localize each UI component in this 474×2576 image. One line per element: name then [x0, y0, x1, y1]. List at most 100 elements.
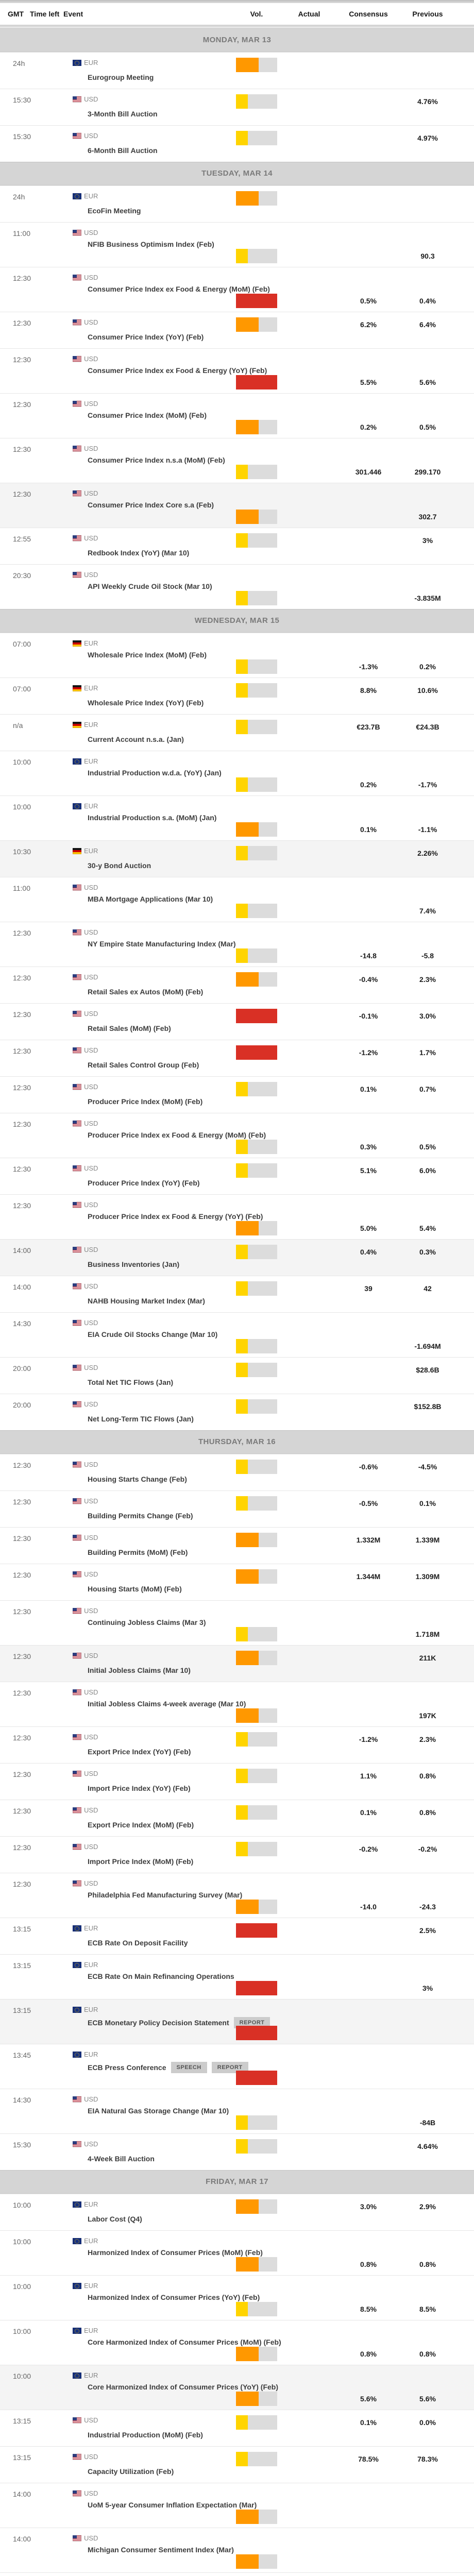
event-name[interactable]: Import Price Index (MoM) (Feb) [88, 1857, 194, 1866]
event-name[interactable]: NFIB Business Optimism Index (Feb) [88, 240, 214, 248]
event-name[interactable]: Industrial Production (MoM) (Feb) [88, 2431, 203, 2439]
event-name[interactable]: Producer Price Index (YoY) (Feb) [88, 1179, 200, 1187]
event-row[interactable]: 12:30 USD Building Permits Change (Feb) … [0, 1490, 474, 1527]
event-row[interactable]: 20:00 USD Net Long-Term TIC Flows (Jan) … [0, 1394, 474, 1430]
event-name[interactable]: UoM 5-year Consumer Inflation Expectatio… [88, 2501, 257, 2509]
event-name[interactable]: Current Account n.s.a. (Jan) [88, 735, 184, 743]
event-name[interactable]: Initial Jobless Claims 4-week average (M… [88, 1700, 246, 1708]
event-name[interactable]: Philadelphia Fed Manufacturing Survey (M… [88, 1891, 243, 1899]
event-name[interactable]: Wholesale Price Index (MoM) (Feb) [88, 651, 207, 659]
event-name[interactable]: Capacity Utilization (Feb) [88, 2467, 174, 2476]
event-name[interactable]: Harmonized Index of Consumer Prices (YoY… [88, 2293, 260, 2301]
event-row[interactable]: 24h EUR EcoFin Meeting [0, 185, 474, 222]
event-row[interactable]: 24h EUR Eurogroup Meeting [0, 52, 474, 89]
event-name[interactable]: MBA Mortgage Applications (Mar 10) [88, 895, 213, 903]
event-name[interactable]: Net Long-Term TIC Flows (Jan) [88, 1415, 194, 1423]
event-name[interactable]: Retail Sales (MoM) (Feb) [88, 1024, 171, 1032]
event-name[interactable]: Industrial Production w.d.a. (YoY) (Jan) [88, 769, 222, 777]
event-row[interactable]: 14:30 USD EIA Crude Oil Stocks Change (M… [0, 1312, 474, 1357]
event-name[interactable]: Business Inventories (Jan) [88, 1260, 180, 1268]
event-name[interactable]: Producer Price Index ex Food & Energy (Y… [88, 1212, 263, 1221]
event-row[interactable]: 12:30 USD Producer Price Index ex Food &… [0, 1194, 474, 1239]
event-name[interactable]: EcoFin Meeting [88, 207, 141, 215]
report-badge[interactable]: REPORT [211, 2062, 248, 2073]
event-row[interactable]: 10:00 EUR Labor Cost (Q4) 3.0% 2.9% [0, 2194, 474, 2230]
event-row[interactable]: 12:30 USD Initial Jobless Claims 4-week … [0, 1682, 474, 1726]
event-name[interactable]: Total Net TIC Flows (Jan) [88, 1378, 174, 1386]
event-row[interactable]: 10:30 EUR 30-y Bond Auction 2.26% [0, 840, 474, 877]
event-name[interactable]: Housing Starts Change (Feb) [88, 1475, 187, 1483]
event-row[interactable]: 12:30 USD Producer Price Index (YoY) (Fe… [0, 1158, 474, 1194]
event-row[interactable]: 12:30 USD Consumer Price Index Core s.a … [0, 483, 474, 528]
speech-badge[interactable]: SPEECH [171, 2062, 207, 2073]
event-row[interactable]: 12:30 USD Consumer Price Index (MoM) (Fe… [0, 393, 474, 438]
event-row[interactable]: 10:00 EUR Core Harmonized Index of Consu… [0, 2365, 474, 2410]
event-name[interactable]: Retail Sales ex Autos (MoM) (Feb) [88, 988, 204, 996]
report-badge[interactable]: REPORT [233, 2017, 270, 2028]
event-row[interactable]: 12:30 USD Building Permits (MoM) (Feb) 1… [0, 1527, 474, 1564]
event-row[interactable]: 14:00 USD Michigan Consumer Sentiment In… [0, 2528, 474, 2572]
event-row[interactable]: 12:30 USD Retail Sales (MoM) (Feb) -0.1%… [0, 1003, 474, 1040]
event-name[interactable]: Import Price Index (YoY) (Feb) [88, 1784, 191, 1792]
event-name[interactable]: Michigan Consumer Sentiment Index (Mar) [88, 2546, 234, 2554]
event-row[interactable]: 12:30 USD Housing Starts Change (Feb) -0… [0, 1454, 474, 1490]
event-row[interactable]: 12:30 USD Import Price Index (MoM) (Feb)… [0, 1836, 474, 1873]
event-name[interactable]: ECB Rate On Main Refinancing Operations [88, 1972, 234, 1980]
event-name[interactable]: API Weekly Crude Oil Stock (Mar 10) [88, 582, 212, 590]
event-name[interactable]: Labor Cost (Q4) [88, 2215, 142, 2223]
event-name[interactable]: Consumer Price Index n.s.a (MoM) (Feb) [88, 456, 225, 464]
event-row[interactable]: 11:00 USD MBA Mortgage Applications (Mar… [0, 877, 474, 922]
event-row[interactable]: 12:30 USD Export Price Index (MoM) (Feb)… [0, 1800, 474, 1836]
event-row[interactable]: 12:30 USD Consumer Price Index ex Food &… [0, 348, 474, 393]
event-name[interactable]: Continuing Jobless Claims (Mar 3) [88, 1618, 206, 1626]
event-row[interactable]: 12:55 USD Redbook Index (YoY) (Mar 10) 3… [0, 528, 474, 564]
event-row[interactable]: 12:30 USD Initial Jobless Claims (Mar 10… [0, 1645, 474, 1682]
event-name[interactable]: Export Price Index (MoM) (Feb) [88, 1821, 194, 1829]
event-row[interactable]: 07:00 EUR Wholesale Price Index (YoY) (F… [0, 677, 474, 714]
event-row[interactable]: 12:30 USD Import Price Index (YoY) (Feb)… [0, 1763, 474, 1800]
event-name[interactable]: Building Permits (MoM) (Feb) [88, 1548, 188, 1556]
event-row[interactable]: 12:30 USD Housing Starts (MoM) (Feb) 1.3… [0, 1564, 474, 1600]
event-row[interactable]: 15:00 USD UoM 5-year Consumer Inflation … [0, 2572, 474, 2576]
event-row[interactable]: 10:00 EUR Harmonized Index of Consumer P… [0, 2230, 474, 2275]
event-row[interactable]: 20:30 USD API Weekly Crude Oil Stock (Ma… [0, 564, 474, 609]
event-row[interactable]: 12:30 USD Consumer Price Index (YoY) (Fe… [0, 312, 474, 348]
event-row[interactable]: 12:30 USD Producer Price Index ex Food &… [0, 1113, 474, 1158]
event-row[interactable]: 10:00 EUR Industrial Production s.a. (Mo… [0, 795, 474, 840]
event-row[interactable]: 15:30 USD 4-Week Bill Auction 4.64% [0, 2133, 474, 2170]
event-row[interactable]: 13:15 EUR ECB Rate On Main Refinancing O… [0, 1954, 474, 1999]
event-row[interactable]: 12:30 USD Producer Price Index (MoM) (Fe… [0, 1076, 474, 1113]
event-name[interactable]: Retail Sales Control Group (Feb) [88, 1061, 199, 1069]
event-row[interactable]: 20:00 USD Total Net TIC Flows (Jan) $28.… [0, 1357, 474, 1394]
event-row[interactable]: 15:30 USD 3-Month Bill Auction 4.76% [0, 89, 474, 125]
event-row[interactable]: 11:00 USD NFIB Business Optimism Index (… [0, 222, 474, 267]
event-row[interactable]: 10:00 EUR Core Harmonized Index of Consu… [0, 2320, 474, 2365]
event-row[interactable]: 12:30 USD Philadelphia Fed Manufacturing… [0, 1873, 474, 1918]
event-name[interactable]: Housing Starts (MoM) (Feb) [88, 1585, 182, 1593]
event-name[interactable]: Consumer Price Index Core s.a (Feb) [88, 501, 214, 509]
event-row[interactable]: n/a EUR Current Account n.s.a. (Jan) €23… [0, 714, 474, 751]
event-row[interactable]: 14:00 USD Business Inventories (Jan) 0.4… [0, 1239, 474, 1276]
event-row[interactable]: 13:15 EUR ECB Monetary Policy Decision S… [0, 1999, 474, 2044]
event-name[interactable]: Harmonized Index of Consumer Prices (MoM… [88, 2248, 263, 2257]
event-name[interactable]: Eurogroup Meeting [88, 73, 154, 81]
event-row[interactable]: 13:15 EUR ECB Rate On Deposit Facility 2… [0, 1918, 474, 1954]
event-name[interactable]: NAHB Housing Market Index (Mar) [88, 1297, 205, 1305]
event-name[interactable]: Industrial Production s.a. (MoM) (Jan) [88, 814, 217, 822]
event-name[interactable]: Building Permits Change (Feb) [88, 1512, 193, 1520]
event-name[interactable]: NY Empire State Manufacturing Index (Mar… [88, 940, 236, 948]
event-name[interactable]: EIA Natural Gas Storage Change (Mar 10) [88, 2107, 229, 2115]
event-row[interactable]: 10:00 EUR Harmonized Index of Consumer P… [0, 2275, 474, 2320]
event-row[interactable]: 12:30 USD Retail Sales ex Autos (MoM) (F… [0, 967, 474, 1003]
event-row[interactable]: 12:30 USD Retail Sales Control Group (Fe… [0, 1040, 474, 1076]
event-name[interactable]: Wholesale Price Index (YoY) (Feb) [88, 699, 204, 707]
event-name[interactable]: Consumer Price Index ex Food & Energy (Y… [88, 366, 267, 375]
event-row[interactable]: 12:30 USD Consumer Price Index ex Food &… [0, 267, 474, 312]
event-row[interactable]: 10:00 EUR Industrial Production w.d.a. (… [0, 751, 474, 795]
event-name[interactable]: 4-Week Bill Auction [88, 2155, 155, 2163]
event-name[interactable]: Producer Price Index (MoM) (Feb) [88, 1097, 203, 1106]
event-name[interactable]: EIA Crude Oil Stocks Change (Mar 10) [88, 1330, 218, 1338]
event-name[interactable]: Core Harmonized Index of Consumer Prices… [88, 2383, 279, 2391]
event-row[interactable]: 13:15 USD Capacity Utilization (Feb) 78.… [0, 2446, 474, 2483]
event-row[interactable]: 14:30 USD EIA Natural Gas Storage Change… [0, 2089, 474, 2133]
